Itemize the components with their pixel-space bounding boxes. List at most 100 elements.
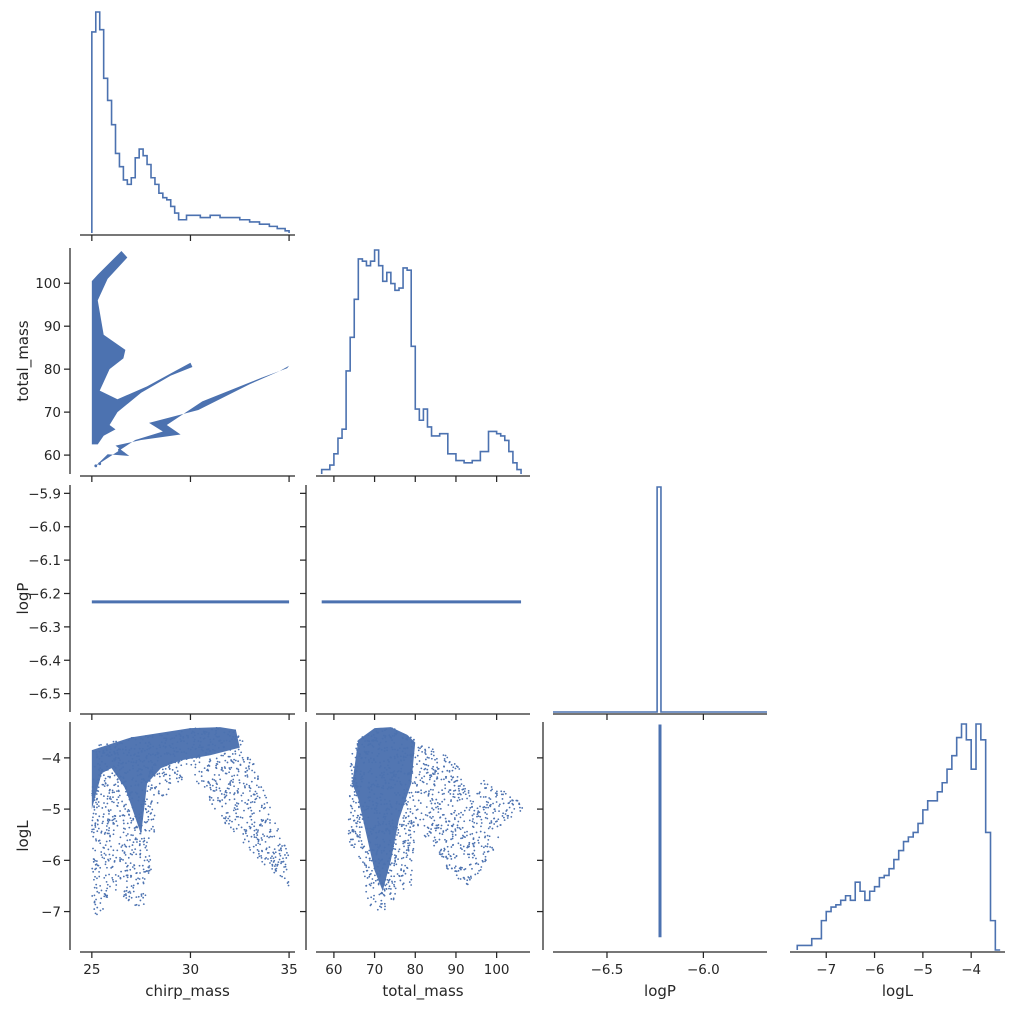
scatter-point — [177, 780, 180, 783]
scatter-point — [119, 759, 121, 762]
scatter-point — [233, 830, 235, 833]
scatter-point — [142, 840, 145, 843]
scatter-point — [456, 779, 459, 782]
scatter-point — [96, 755, 99, 757]
scatter-point — [453, 811, 455, 814]
scatter-point — [144, 742, 147, 744]
scatter-point — [237, 736, 240, 738]
scatter-point — [413, 781, 416, 783]
scatter-point — [406, 735, 409, 738]
scatter-point — [462, 876, 465, 879]
scatter-point — [372, 746, 375, 748]
scatter-point — [256, 795, 259, 798]
scatter-point — [355, 782, 358, 784]
scatter-point — [424, 758, 427, 761]
scatter-point — [365, 752, 368, 755]
scatter-point — [372, 733, 375, 736]
scatter-point — [144, 800, 147, 803]
scatter-point — [461, 834, 464, 837]
scatter-point — [260, 786, 263, 788]
scatter-point — [483, 851, 486, 854]
scatter-point — [390, 812, 393, 815]
scatter-point — [116, 805, 119, 808]
scatter-point — [389, 756, 392, 759]
scatter-point — [436, 768, 439, 770]
scatter-point — [397, 831, 400, 834]
scatter-point — [202, 780, 205, 783]
scatter-point — [384, 782, 387, 785]
scatter-point — [119, 775, 122, 778]
scatter-point — [383, 832, 386, 835]
scatter-point — [430, 775, 433, 778]
scatter-point — [502, 802, 505, 805]
scatter-point — [358, 818, 361, 821]
scatter-point — [432, 788, 434, 791]
scatter-point — [365, 856, 368, 859]
scatter-point — [106, 784, 109, 787]
scatter-point — [440, 778, 443, 781]
scatter-point — [483, 806, 486, 808]
scatter-point — [368, 788, 371, 790]
scatter-point — [463, 790, 466, 793]
scatter-point — [350, 844, 353, 847]
scatter-point — [122, 752, 125, 755]
scatter-point — [393, 875, 396, 878]
scatter-point — [158, 782, 161, 785]
scatter-point — [493, 808, 496, 811]
scatter-point — [354, 756, 357, 759]
scatter-point — [370, 859, 373, 862]
scatter-point — [131, 757, 134, 760]
scatter-point — [234, 729, 236, 732]
scatter-point — [100, 851, 103, 853]
scatter-point — [382, 785, 385, 787]
scatter-point — [349, 838, 352, 841]
scatter-point — [100, 854, 103, 856]
x-axis-label: logL — [882, 982, 914, 1000]
scatter-point — [203, 785, 206, 788]
scatter-point — [108, 792, 111, 794]
scatter-point — [379, 905, 381, 908]
scatter-point — [232, 778, 235, 781]
scatter-point — [274, 863, 277, 866]
x-axis-label: chirp_mass — [145, 982, 230, 1001]
scatter-point — [215, 727, 218, 729]
scatter-point — [394, 838, 397, 841]
scatter-point — [477, 839, 480, 842]
scatter-point — [144, 780, 147, 783]
scatter-point — [131, 844, 134, 846]
scatter-point — [115, 856, 118, 859]
scatter-point — [253, 771, 256, 774]
scatter-point — [378, 766, 381, 769]
scatter-point — [375, 809, 378, 812]
scatter-point — [201, 780, 203, 782]
scatter-point — [151, 768, 154, 771]
scatter-point — [448, 781, 451, 783]
scatter-point — [409, 736, 412, 739]
scatter-point — [479, 795, 482, 798]
scatter-point — [117, 875, 120, 877]
scatter-point — [113, 774, 116, 777]
scatter-point — [351, 752, 354, 755]
scatter-point — [377, 731, 380, 734]
scatter-point — [221, 766, 223, 769]
scatter-point — [261, 839, 263, 841]
scatter-point — [367, 852, 370, 855]
scatter-point — [429, 800, 432, 802]
scatter-point — [215, 762, 218, 765]
scatter-point — [402, 870, 405, 873]
scatter-point — [385, 883, 388, 886]
scatter-point — [271, 855, 273, 858]
scatter-point — [246, 775, 249, 778]
scatter-point — [366, 851, 369, 853]
scatter-point — [268, 831, 271, 833]
scatter-point — [379, 796, 382, 799]
scatter-point — [506, 817, 509, 819]
y-tick-label: 90 — [44, 319, 61, 335]
scatter-point — [493, 817, 495, 820]
scatter-point — [381, 882, 383, 885]
scatter-point — [106, 866, 108, 869]
scatter-point — [484, 787, 486, 789]
y-tick-label: −6 — [41, 853, 61, 869]
scatter-point — [351, 798, 354, 800]
scatter-point — [388, 808, 391, 811]
